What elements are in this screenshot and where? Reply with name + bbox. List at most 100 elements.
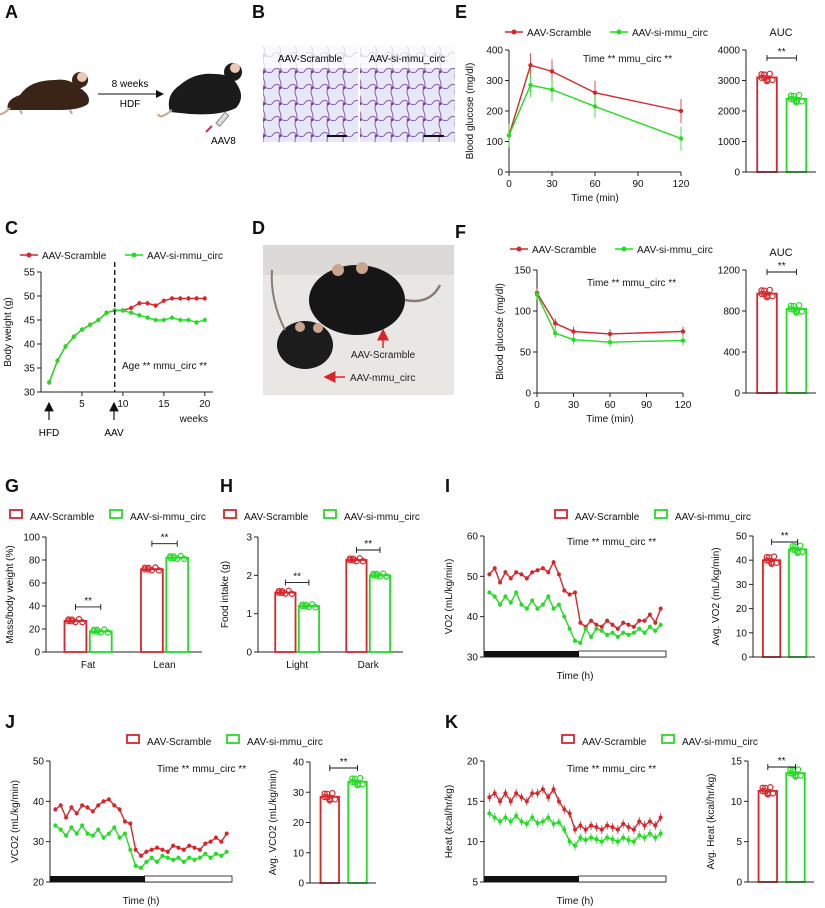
data-point — [492, 594, 497, 599]
data-point — [498, 819, 503, 824]
dark-phase-bar — [50, 876, 145, 882]
category-label: Light — [286, 660, 308, 671]
x-axis-label: Time (h) — [557, 671, 594, 682]
data-point — [594, 622, 599, 627]
legend-swatch — [226, 734, 240, 744]
data-point — [573, 843, 577, 848]
significance-stars: ** — [293, 572, 301, 583]
panel-letter-d: D — [252, 218, 265, 238]
significance-stars: ** — [340, 757, 348, 768]
replicate-point — [278, 588, 286, 595]
data-point — [181, 859, 186, 864]
data-point — [90, 809, 95, 814]
chart-I-avg: 0 10 20 30 40 50 Avg. VO2 (mL/kg/min) ** — [711, 531, 815, 664]
panel-letter-k: K — [445, 712, 458, 732]
stats-label: Time ** mmu_circ ** — [567, 537, 656, 548]
data-point — [487, 795, 492, 800]
data-point — [181, 847, 186, 852]
data-point — [530, 570, 535, 575]
data-point — [104, 310, 109, 315]
data-point — [224, 849, 229, 854]
bar-si — [785, 772, 806, 883]
data-point — [161, 318, 166, 322]
y-tick-label: 15 — [467, 797, 479, 808]
y-tick-label: 0 — [525, 389, 531, 400]
data-point — [658, 815, 663, 820]
chart-J: 20 30 40 50 VCO2 (mL/kg/min) Time (h) Time ** … — [10, 734, 323, 907]
replicate-point — [167, 554, 174, 562]
legend-label: AAV-si-mmu_circ — [130, 512, 206, 523]
data-point — [637, 819, 642, 824]
stats-label: Time ** mmu_circ ** — [587, 278, 676, 289]
data-point — [498, 602, 503, 607]
data-point — [487, 811, 492, 816]
significance-stars: ** — [778, 756, 786, 767]
data-point — [534, 292, 540, 297]
data-point — [508, 600, 513, 605]
bar-si — [785, 308, 808, 394]
x-axis-label: Time (h) — [123, 896, 160, 907]
legend-label: AAV-Scramble — [532, 245, 597, 256]
data-point — [551, 606, 556, 611]
dark-phase-bar — [484, 651, 579, 657]
data-point — [524, 799, 529, 804]
legend-swatch — [9, 509, 23, 519]
data-point — [506, 133, 512, 138]
data-point — [519, 795, 524, 800]
y-tick-label: 1 — [246, 609, 252, 620]
legend-label: AAV-si-mmu_circ — [344, 512, 420, 523]
data-point — [553, 321, 558, 326]
replicate-point — [792, 543, 799, 550]
data-point — [80, 803, 85, 808]
y-axis-label: Food intake (g) — [220, 561, 231, 628]
data-point — [653, 628, 658, 633]
x-tick-label: 10 — [117, 399, 129, 410]
data-point — [621, 821, 626, 826]
data-point — [653, 835, 658, 840]
aav-label: AAV — [104, 428, 124, 439]
data-point — [658, 622, 663, 627]
data-point — [176, 845, 181, 850]
x-tick-label: 60 — [589, 179, 601, 190]
data-point — [571, 337, 576, 342]
data-point — [589, 835, 594, 840]
y-tick-label: 100 — [514, 307, 531, 318]
series-line-si — [488, 590, 662, 644]
data-point — [571, 329, 576, 334]
panel-letter-e: E — [455, 2, 468, 22]
replicate-point — [373, 570, 380, 578]
data-point — [498, 580, 503, 585]
replicate-point — [68, 616, 76, 623]
auc-title: AUC — [769, 27, 792, 39]
data-point — [55, 358, 60, 363]
y-tick-label: 50 — [736, 532, 748, 543]
data-point — [149, 855, 154, 860]
y-tick-label: 0 — [734, 389, 740, 400]
replicate-point — [302, 601, 309, 608]
replicate-point — [356, 774, 364, 782]
x-axis-label: weeks — [179, 414, 208, 425]
data-point — [219, 853, 224, 858]
chart-K: 5 10 15 20 Heat (kcal/hr/kg) Time (h) Time ** … — [444, 734, 758, 907]
bar-scramble — [140, 568, 164, 653]
replicate-point — [79, 618, 86, 626]
x-tick-label: 90 — [641, 400, 653, 411]
data-point — [589, 618, 594, 623]
replicate-point — [329, 789, 336, 797]
panel-a-schematic: 8 weeks HDF AAV8 — [0, 63, 242, 147]
replicate-point — [90, 628, 97, 635]
vector-label: AAV8 — [211, 136, 236, 147]
data-point — [133, 863, 138, 868]
y-tick-label: 4000 — [718, 46, 741, 57]
data-point — [192, 845, 197, 850]
data-point — [202, 318, 207, 322]
data-point — [514, 813, 519, 818]
y-axis-label: Body weight (g) — [3, 297, 14, 366]
y-tick-label: 0 — [497, 168, 503, 179]
data-point — [607, 339, 613, 345]
chart-K-avg: 0 5 10 15 Avg. Heat (kcal/hr/kg) ** — [706, 756, 814, 889]
data-point — [551, 821, 556, 826]
data-point — [487, 572, 492, 577]
bar-scramble — [756, 292, 778, 394]
